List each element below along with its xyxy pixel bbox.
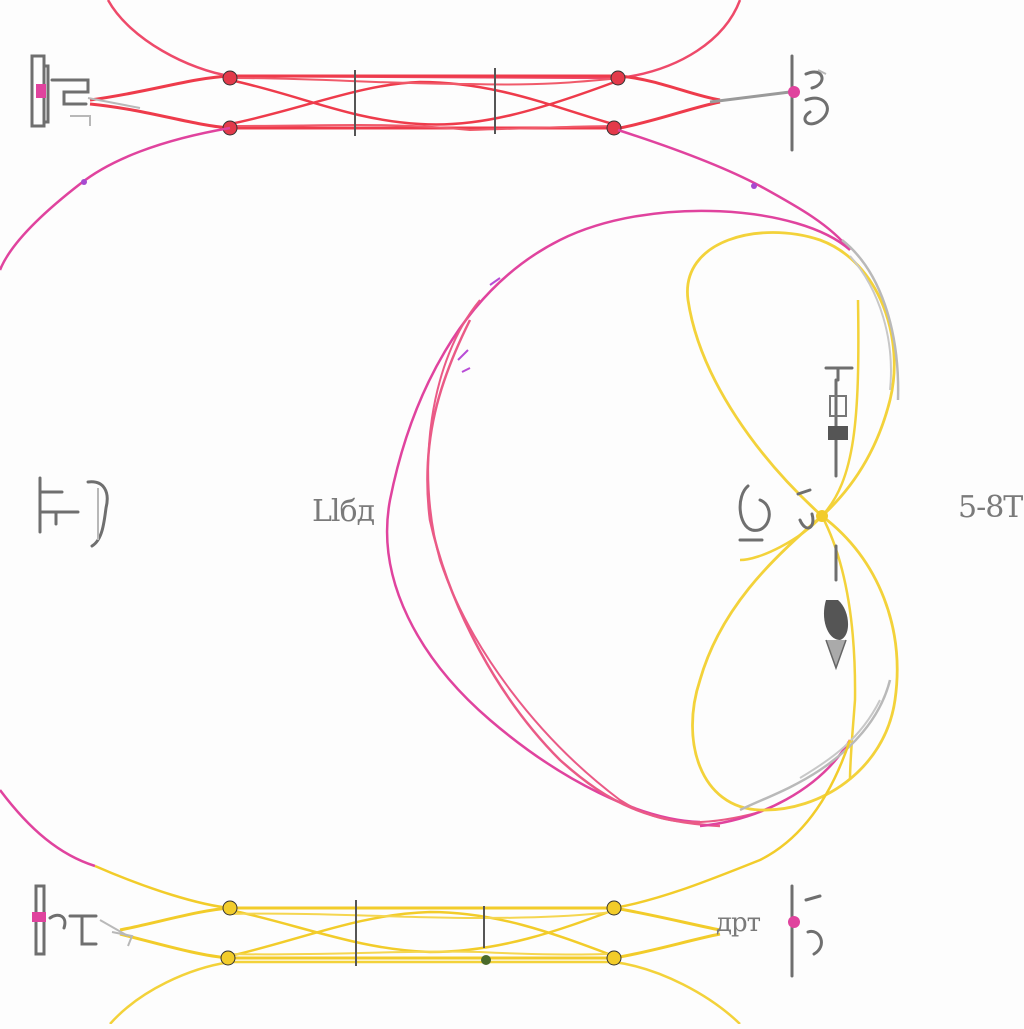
top-rail-5 (229, 77, 621, 86)
bottom-rail-2 (119, 932, 721, 960)
bottom-node-mid (481, 955, 491, 965)
top-left-gray-wire (87, 97, 141, 109)
top-right-gray-wire (709, 90, 791, 104)
bottom-right-label: дрт (716, 908, 761, 938)
bottom-outer-arc (109, 960, 741, 1025)
bottom-rail-1 (119, 906, 721, 932)
left-center-fixture (38, 476, 109, 548)
top-left-fixture (30, 54, 91, 128)
top-right-fixture (788, 54, 829, 152)
bottom-rail-4 (229, 910, 615, 958)
pink-loop (426, 299, 852, 828)
bottom-node-1 (222, 900, 238, 916)
top-outer-arc (106, 0, 742, 80)
bottom-left-fixture (32, 884, 134, 956)
top-node-2 (610, 70, 626, 86)
top-rail-assembly (87, 0, 791, 136)
bottom-node-3 (220, 950, 236, 966)
top-rail-1 (89, 74, 721, 102)
top-node-1 (222, 70, 238, 86)
right-label: 5-8T (958, 490, 1023, 525)
right-center-fixture (738, 366, 854, 671)
bottom-node-2 (606, 900, 622, 916)
bottom-magenta-link (94, 864, 231, 910)
top-rail-2 (89, 100, 721, 130)
bottom-rail-6 (229, 950, 615, 956)
center-left-label: Llбд (312, 494, 375, 529)
gray-wires (739, 239, 900, 812)
magenta-track (0, 126, 851, 868)
yellow-crossing (816, 510, 828, 522)
magenta-marker-1 (81, 179, 87, 185)
magenta-upper-left (0, 126, 231, 271)
bottom-node-4 (606, 950, 622, 966)
bottom-right-link (613, 739, 852, 910)
bottom-rail-assembly (94, 739, 852, 1025)
top-node-4 (606, 120, 622, 136)
top-rail-4 (229, 80, 621, 128)
magenta-inner-loop (385, 209, 851, 824)
top-rail-3 (229, 78, 621, 126)
magenta-tick (457, 277, 501, 373)
magenta-marker-2 (751, 183, 757, 189)
magenta-upper-right (617, 128, 851, 251)
bottom-right-fixture (788, 884, 823, 978)
top-rail-6 (229, 124, 621, 132)
bottom-rail-5 (229, 911, 615, 920)
magenta-lower-left (0, 789, 96, 868)
